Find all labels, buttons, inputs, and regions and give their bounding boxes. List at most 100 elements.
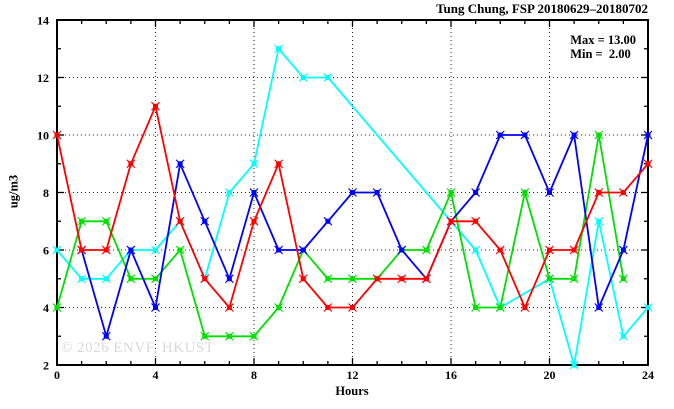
x-axis-label: Hours — [335, 384, 369, 398]
blue-series-marker — [153, 305, 158, 310]
y-tick-label: 4 — [43, 301, 49, 315]
y-tick-label: 6 — [43, 244, 49, 258]
blue-series-marker — [325, 218, 331, 224]
green-series-marker — [103, 218, 109, 224]
x-tick-label: 12 — [347, 368, 359, 382]
green-series-marker — [79, 218, 85, 224]
blue-series-marker — [596, 305, 602, 310]
green-series-marker — [448, 190, 454, 195]
cyan-series-marker — [153, 247, 158, 253]
y-tick-label: 10 — [37, 129, 49, 143]
red-series-marker — [276, 161, 282, 167]
red-series-marker — [202, 276, 208, 282]
red-series-marker — [153, 103, 158, 109]
x-tick-label: 24 — [642, 368, 654, 382]
green-series-marker — [226, 333, 232, 339]
green-series-marker — [620, 276, 626, 282]
y-axis-label: ug/m3 — [6, 174, 21, 209]
green-series-marker — [276, 305, 282, 310]
green-series-marker — [325, 276, 331, 282]
blue-series-line — [80, 134, 649, 338]
red-series-marker — [596, 190, 602, 195]
red-series-marker — [177, 218, 183, 224]
red-series-marker — [497, 247, 503, 253]
blue-series-marker — [522, 132, 528, 138]
cyan-series-marker — [54, 247, 60, 253]
red-series-marker — [350, 305, 355, 310]
blue-series-marker — [350, 190, 355, 195]
blue-series-marker — [399, 247, 405, 253]
green-series-line — [56, 134, 625, 338]
cyan-series-marker — [226, 190, 232, 195]
blue-series-marker — [128, 247, 134, 253]
cyan-series-marker — [473, 247, 479, 253]
watermark: © 2026 ENVF, HKUST — [61, 340, 215, 356]
min-value-label: Min = 2.00 — [570, 47, 631, 61]
red-series-marker — [571, 247, 577, 253]
red-series-marker — [522, 305, 528, 310]
cyan-series-marker — [79, 276, 85, 282]
blue-series-marker — [202, 218, 208, 224]
x-tick-label: 20 — [544, 368, 556, 382]
blue-series-marker — [374, 190, 380, 195]
cyan-series-marker — [276, 46, 282, 52]
x-tick-label: 0 — [54, 368, 60, 382]
red-series-marker — [128, 161, 134, 167]
max-value-label: Max = 13.00 — [570, 33, 636, 47]
plot-border — [56, 19, 649, 366]
blue-series-marker — [251, 190, 257, 195]
blue-series-marker — [571, 132, 577, 138]
blue-series-marker — [473, 190, 479, 195]
blue-series-marker — [103, 333, 109, 339]
red-series-marker — [300, 276, 306, 282]
red-series-marker — [79, 247, 85, 253]
green-series-marker — [54, 305, 60, 310]
red-series-marker — [645, 161, 651, 167]
red-series-marker — [374, 276, 380, 282]
y-tick-label: 12 — [37, 71, 49, 85]
y-tick-label: 8 — [43, 186, 49, 200]
x-tick-label: 4 — [153, 368, 159, 382]
blue-series-marker — [620, 247, 626, 253]
blue-series-marker — [547, 190, 552, 195]
red-series-marker — [54, 132, 60, 138]
cyan-series-marker — [620, 333, 626, 339]
x-tick-label: 8 — [251, 368, 257, 382]
green-series-marker — [596, 132, 602, 138]
red-series-marker — [620, 190, 626, 195]
chart-title: Tung Chung, FSP 20180629–20180702 — [436, 1, 648, 16]
green-series-marker — [497, 305, 503, 310]
blue-series-marker — [645, 132, 651, 138]
green-series-marker — [350, 276, 355, 282]
green-series-marker — [522, 190, 528, 195]
blue-series-marker — [497, 132, 503, 138]
red-series-marker — [325, 305, 331, 310]
blue-series-marker — [300, 247, 306, 253]
cyan-series-marker — [103, 276, 109, 282]
red-series-marker — [473, 218, 479, 224]
red-series-marker — [251, 218, 257, 224]
cyan-series-marker — [325, 75, 331, 80]
green-series-marker — [423, 247, 429, 253]
blue-series-marker — [226, 276, 232, 282]
green-series-marker — [153, 276, 158, 282]
blue-series-marker — [276, 247, 282, 253]
red-series-marker — [226, 305, 232, 310]
x-tick-label: 16 — [445, 368, 457, 382]
cyan-series-marker — [596, 218, 602, 224]
red-series-marker — [399, 276, 405, 282]
green-series-marker — [251, 333, 257, 339]
cyan-series-marker — [571, 362, 577, 368]
cyan-series-marker — [300, 75, 306, 80]
red-series-marker — [547, 247, 552, 253]
red-series-marker — [448, 218, 454, 224]
y-tick-label: 14 — [37, 14, 49, 28]
green-series-marker — [571, 276, 577, 282]
max-min-annotation: Max = 13.00 Min = 2.00 — [570, 33, 636, 61]
green-series-marker — [128, 276, 134, 282]
green-series-marker — [547, 276, 552, 282]
green-series-marker — [177, 247, 183, 253]
cyan-series-marker — [645, 305, 651, 310]
